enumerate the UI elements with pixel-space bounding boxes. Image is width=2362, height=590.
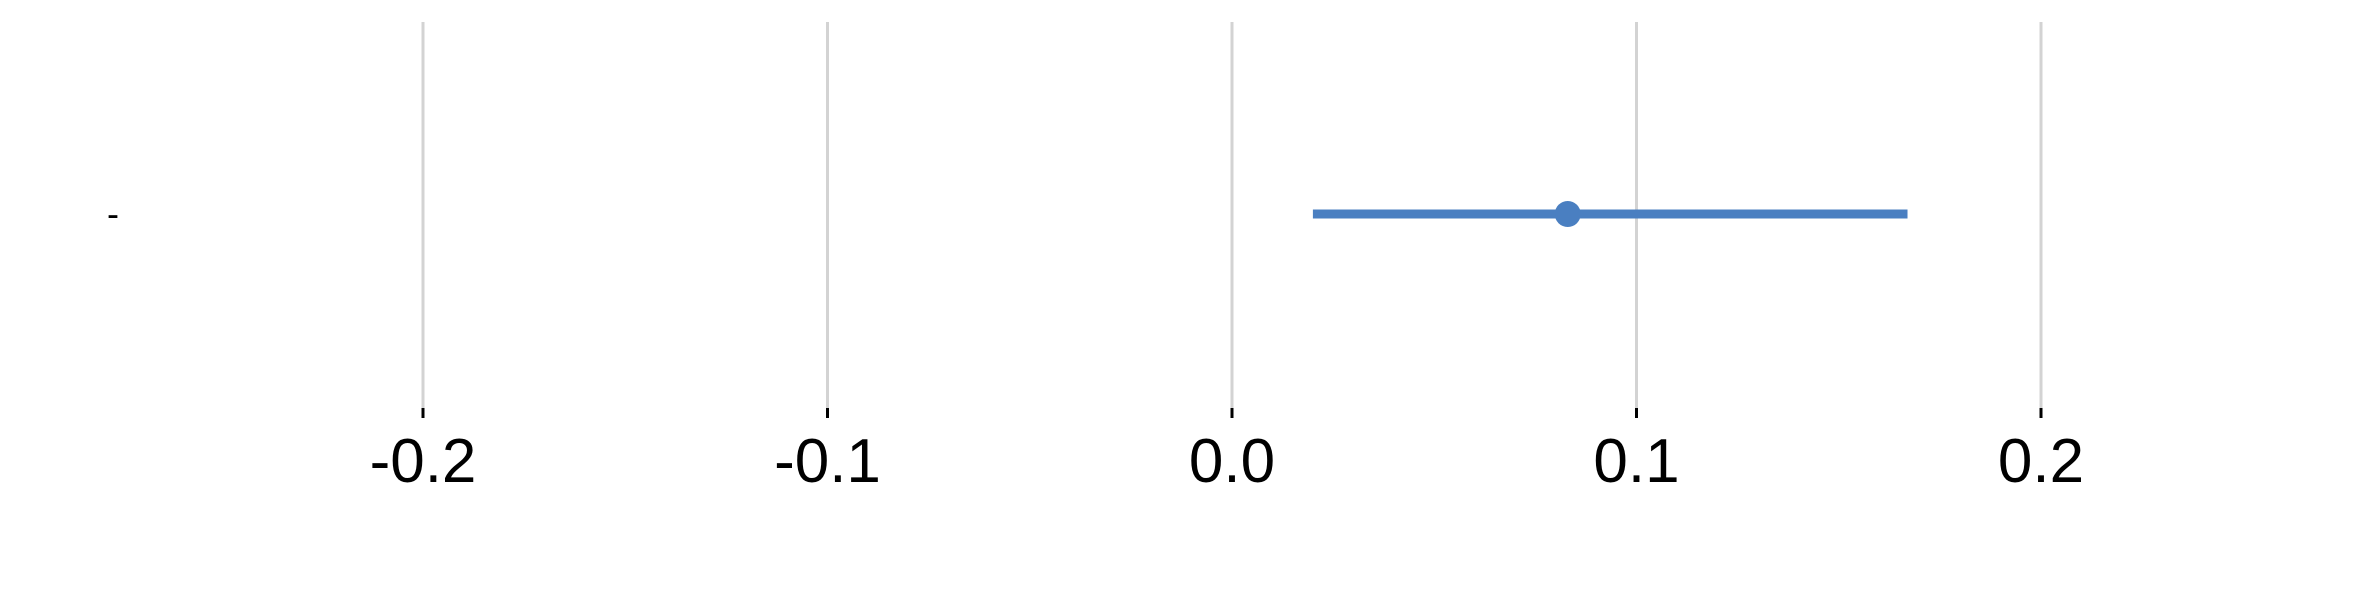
x-tick-label: -0.1: [774, 427, 881, 496]
x-tick-label: 0.1: [1593, 427, 1679, 496]
x-tick-label: 0.0: [1189, 427, 1275, 496]
row-labels: -: [107, 193, 119, 234]
data-marks: [1312, 201, 1908, 227]
x-tick-label: 0.2: [1998, 427, 2084, 496]
x-tick-label: -0.2: [370, 427, 477, 496]
point-estimate: [1554, 201, 1581, 227]
x-axis: -0.2 -0.1 0.0 0.1 0.2: [370, 408, 2084, 496]
row-label: -: [107, 193, 119, 234]
gridlines: [421, 22, 2043, 410]
